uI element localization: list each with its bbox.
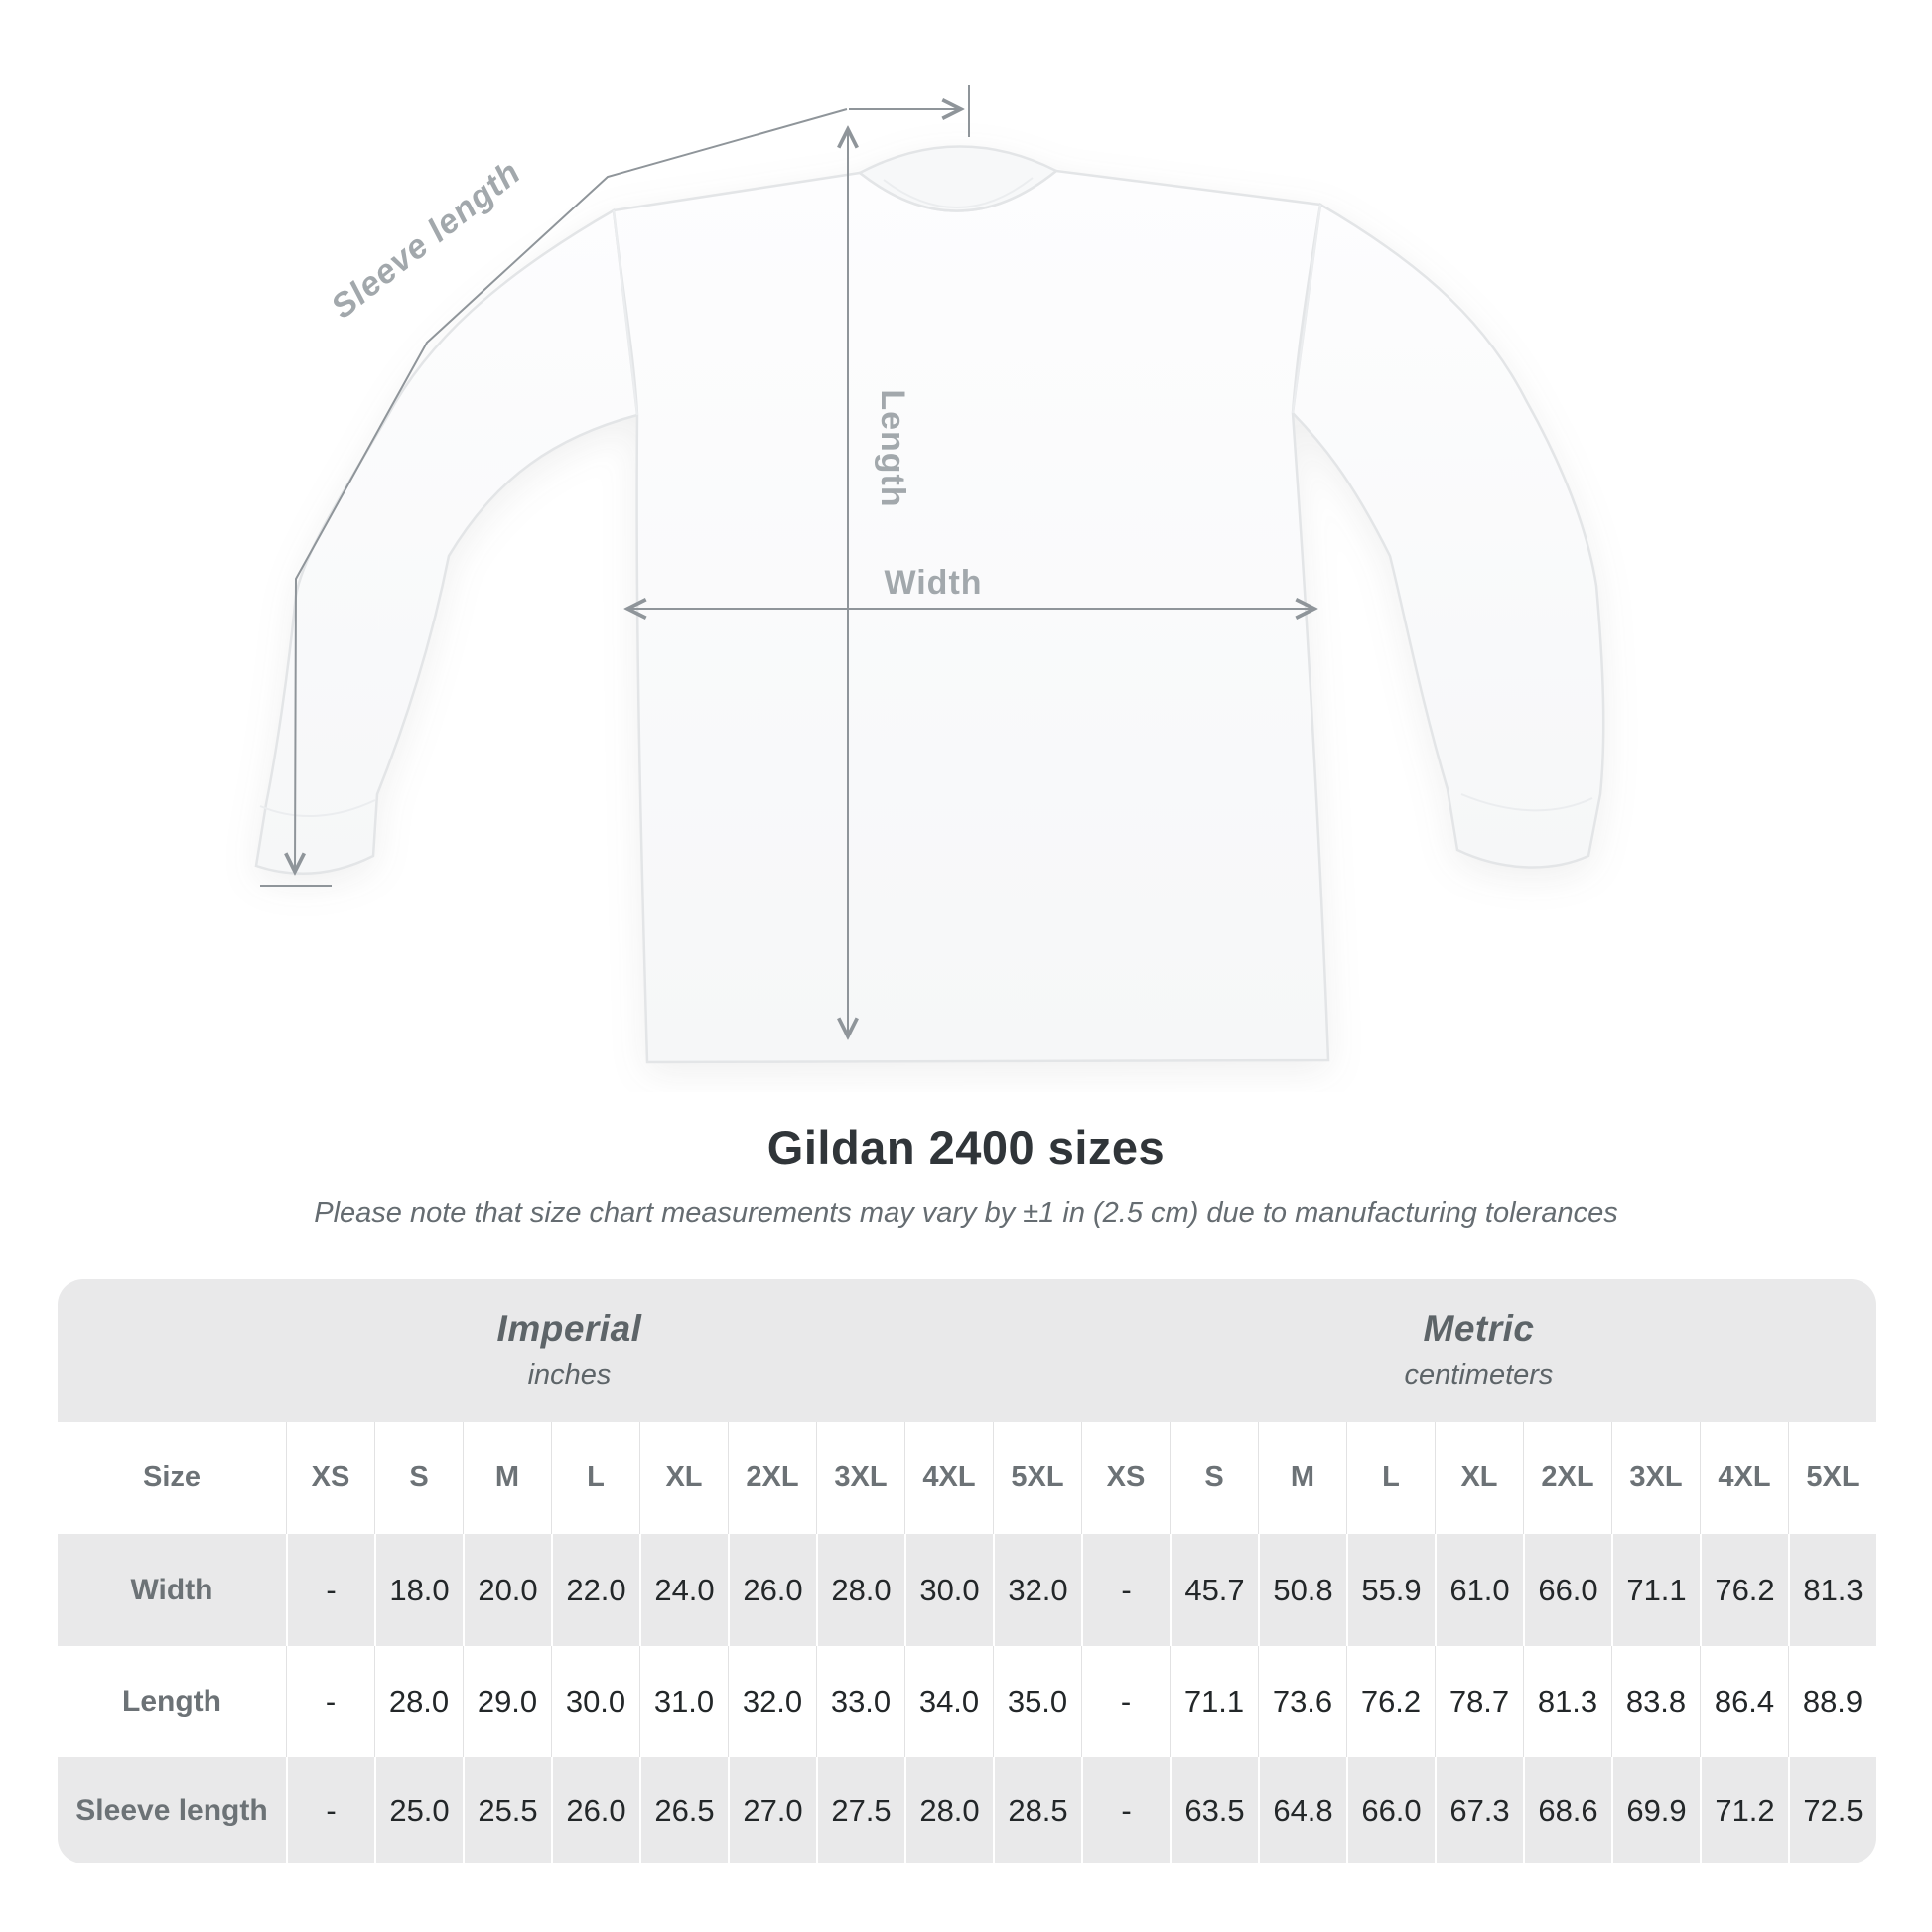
unit-group-metric-name: Metric (1423, 1309, 1535, 1349)
cell-width-metric-xs: - (1081, 1534, 1170, 1646)
cell-length-imperial-3xl: 33.0 (816, 1646, 904, 1757)
cell-length-metric-l: 76.2 (1346, 1646, 1435, 1757)
cell-sleeve-length-metric-m: 64.8 (1258, 1757, 1346, 1863)
right-shoulder-seam (1292, 204, 1321, 414)
cell-sleeve-length-imperial-4xl: 28.0 (904, 1757, 993, 1863)
size-header-metric-xl: XL (1435, 1422, 1523, 1534)
page-title: Gildan 2400 sizes (766, 1121, 1166, 1173)
cell-length-imperial-2xl: 32.0 (728, 1646, 816, 1757)
cell-length-metric-m: 73.6 (1258, 1646, 1346, 1757)
size-header-metric-3xl: 3XL (1611, 1422, 1700, 1534)
size-header-metric-l: L (1346, 1422, 1435, 1534)
cell-length-metric-xl: 78.7 (1435, 1646, 1523, 1757)
cell-width-imperial-5xl: 32.0 (993, 1534, 1081, 1646)
size-header-imperial-m: M (463, 1422, 551, 1534)
cell-sleeve-length-metric-3xl: 69.9 (1611, 1757, 1700, 1863)
page-subtitle: Please note that size chart measurements… (314, 1197, 1618, 1229)
cell-length-imperial-m: 29.0 (463, 1646, 551, 1757)
cell-length-imperial-l: 30.0 (551, 1646, 639, 1757)
cell-width-metric-5xl: 81.3 (1788, 1534, 1876, 1646)
size-column-header: Size (58, 1422, 286, 1534)
unit-group-imperial-unit: inches (527, 1359, 612, 1391)
shirt-measurement-diagram: Sleeve length Length Width (254, 85, 1605, 1064)
row-label-sleeve-length: Sleeve length (58, 1757, 286, 1863)
cell-sleeve-length-imperial-2xl: 27.0 (728, 1757, 816, 1863)
cell-width-imperial-xs: - (286, 1534, 374, 1646)
cell-width-imperial-3xl: 28.0 (816, 1534, 904, 1646)
size-header-imperial-s: S (374, 1422, 463, 1534)
unit-group-imperial-name: Imperial (496, 1309, 642, 1349)
cell-width-metric-2xl: 66.0 (1523, 1534, 1611, 1646)
size-table: Imperial inches Metric centimeters Size X… (58, 1279, 1876, 1863)
right-cuff-seam (1460, 793, 1593, 812)
cell-width-metric-s: 45.7 (1170, 1534, 1258, 1646)
cell-sleeve-length-imperial-5xl: 28.5 (993, 1757, 1081, 1863)
length-label: Length (874, 389, 911, 507)
size-header-imperial-xl: XL (639, 1422, 728, 1534)
size-header-metric-5xl: 5XL (1788, 1422, 1876, 1534)
cell-width-metric-3xl: 71.1 (1611, 1534, 1700, 1646)
cell-width-metric-l: 55.9 (1346, 1534, 1435, 1646)
cell-sleeve-length-metric-xs: - (1081, 1757, 1170, 1863)
cell-width-imperial-xl: 24.0 (639, 1534, 728, 1646)
cell-length-metric-5xl: 88.9 (1788, 1646, 1876, 1757)
cell-width-imperial-2xl: 26.0 (728, 1534, 816, 1646)
sleeve-length-arrow (295, 108, 848, 870)
cell-width-imperial-4xl: 30.0 (904, 1534, 993, 1646)
cell-sleeve-length-metric-2xl: 68.6 (1523, 1757, 1611, 1863)
cell-width-metric-4xl: 76.2 (1700, 1534, 1788, 1646)
row-label-width: Width (58, 1534, 286, 1646)
cell-sleeve-length-imperial-m: 25.5 (463, 1757, 551, 1863)
left-cuff-seam (259, 799, 376, 818)
size-header-metric-2xl: 2XL (1523, 1422, 1611, 1534)
left-shoulder-seam (613, 209, 638, 416)
left-sleeve (254, 207, 639, 875)
cell-sleeve-length-imperial-xl: 26.5 (639, 1757, 728, 1863)
size-header-imperial-xs: XS (286, 1422, 374, 1534)
cell-length-metric-xs: - (1081, 1646, 1170, 1757)
cell-sleeve-length-metric-xl: 67.3 (1435, 1757, 1523, 1863)
long-sleeve-shirt-illustration (254, 145, 1605, 1064)
cell-sleeve-length-metric-s: 63.5 (1170, 1757, 1258, 1863)
cell-width-imperial-l: 22.0 (551, 1534, 639, 1646)
cell-length-imperial-xs: - (286, 1646, 374, 1757)
cell-length-metric-s: 71.1 (1170, 1646, 1258, 1757)
cell-length-metric-2xl: 81.3 (1523, 1646, 1611, 1757)
row-label-length: Length (58, 1646, 286, 1757)
size-header-imperial-2xl: 2XL (728, 1422, 816, 1534)
cell-length-imperial-s: 28.0 (374, 1646, 463, 1757)
unit-group-imperial: Imperial inches (58, 1279, 1081, 1422)
cell-length-imperial-4xl: 34.0 (904, 1646, 993, 1757)
width-label: Width (884, 564, 982, 602)
cell-width-imperial-m: 20.0 (463, 1534, 551, 1646)
cell-length-metric-3xl: 83.8 (1611, 1646, 1700, 1757)
cell-sleeve-length-imperial-xs: - (286, 1757, 374, 1863)
cell-sleeve-length-metric-4xl: 71.2 (1700, 1757, 1788, 1863)
cell-sleeve-length-metric-l: 66.0 (1346, 1757, 1435, 1863)
size-header-metric-4xl: 4XL (1700, 1422, 1788, 1534)
cell-sleeve-length-imperial-3xl: 27.5 (816, 1757, 904, 1863)
cell-sleeve-length-imperial-s: 25.0 (374, 1757, 463, 1863)
unit-group-metric-unit: centimeters (1404, 1359, 1554, 1391)
size-header-imperial-3xl: 3XL (816, 1422, 904, 1534)
size-header-metric-m: M (1258, 1422, 1346, 1534)
size-header-metric-xs: XS (1081, 1422, 1170, 1534)
shirt-collar-band (883, 177, 1034, 208)
unit-group-metric: Metric centimeters (1081, 1279, 1876, 1422)
cell-sleeve-length-metric-5xl: 72.5 (1788, 1757, 1876, 1863)
cell-width-imperial-s: 18.0 (374, 1534, 463, 1646)
cell-length-imperial-xl: 31.0 (639, 1646, 728, 1757)
cell-width-metric-xl: 61.0 (1435, 1534, 1523, 1646)
cell-width-metric-m: 50.8 (1258, 1534, 1346, 1646)
size-header-metric-s: S (1170, 1422, 1258, 1534)
size-header-imperial-l: L (551, 1422, 639, 1534)
size-header-imperial-5xl: 5XL (993, 1422, 1081, 1534)
size-header-imperial-4xl: 4XL (904, 1422, 993, 1534)
shirt-body (612, 169, 1330, 1064)
cell-sleeve-length-imperial-l: 26.0 (551, 1757, 639, 1863)
cell-length-imperial-5xl: 35.0 (993, 1646, 1081, 1757)
cell-length-metric-4xl: 86.4 (1700, 1646, 1788, 1757)
right-sleeve (1291, 202, 1605, 869)
